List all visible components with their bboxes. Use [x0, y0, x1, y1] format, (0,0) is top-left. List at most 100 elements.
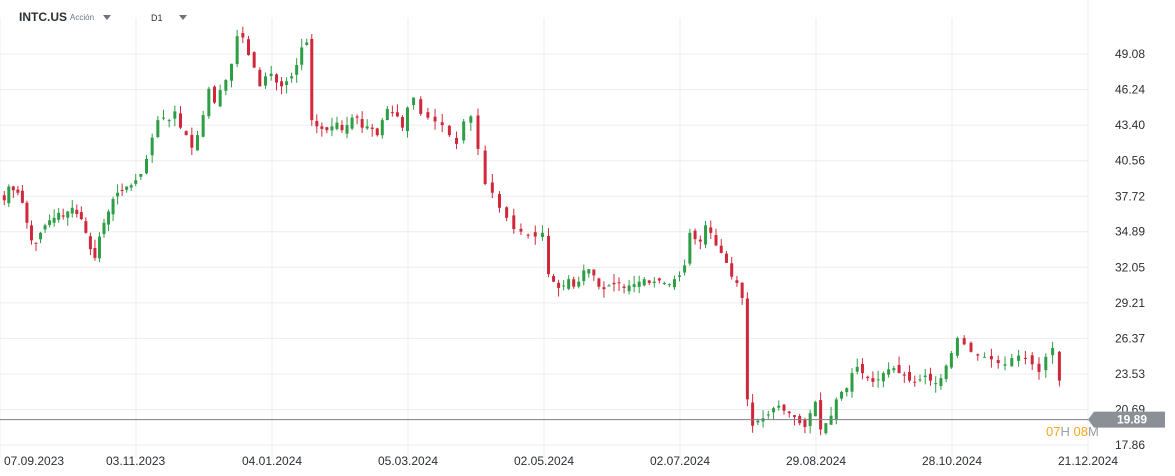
- candle-body: [704, 225, 708, 245]
- candle-body: [962, 338, 966, 345]
- candle-body: [305, 42, 309, 46]
- candle-body: [949, 353, 953, 368]
- candle-body: [120, 190, 124, 192]
- candle-body: [497, 194, 501, 208]
- instrument-type-label: Acción: [70, 13, 95, 22]
- candle-body: [125, 186, 129, 190]
- candle-body: [777, 405, 781, 408]
- candle-body: [285, 81, 289, 85]
- chart-header: INTC.US Acción D1: [0, 0, 1175, 30]
- candle-body: [719, 245, 723, 253]
- last-price-badge: [1088, 411, 1165, 428]
- symbol-label[interactable]: INTC.US: [19, 10, 67, 24]
- candle-body: [845, 388, 849, 393]
- candle-body: [1044, 356, 1048, 371]
- candle-body: [850, 373, 854, 392]
- candle-body: [557, 282, 561, 288]
- x-tick-label: 07.09.2023: [4, 454, 64, 468]
- candle-body: [241, 32, 245, 38]
- candle-body: [57, 212, 61, 220]
- candle-body: [657, 278, 661, 281]
- candle-body: [235, 36, 239, 65]
- candle-body: [61, 215, 65, 217]
- candle-body: [295, 65, 299, 75]
- candle-body: [224, 80, 228, 91]
- candle-body: [637, 281, 641, 287]
- candle-body: [7, 186, 11, 204]
- candle-body: [330, 126, 334, 131]
- candle-body: [390, 112, 394, 114]
- x-tick-label: 05.03.2024: [378, 454, 438, 468]
- candle-body: [782, 404, 786, 411]
- candle-body: [587, 269, 591, 274]
- candle-body: [162, 117, 165, 119]
- candle-body: [918, 379, 922, 381]
- candle-body: [667, 284, 671, 286]
- candle-body: [426, 112, 430, 118]
- candle-body: [264, 76, 267, 86]
- candle-body: [913, 381, 917, 383]
- candle-body: [672, 279, 676, 288]
- y-tick-label: 46.24: [1115, 83, 1145, 97]
- candle-body: [562, 285, 566, 287]
- candle-body: [412, 97, 416, 105]
- candle-body: [79, 212, 83, 220]
- chevron-down-icon[interactable]: [179, 15, 187, 20]
- candle-body: [526, 234, 530, 236]
- candle-body: [934, 383, 938, 385]
- candle-body: [860, 363, 864, 374]
- candle-body: [881, 373, 885, 382]
- y-tick-label: 37.72: [1115, 189, 1145, 203]
- candle-body: [592, 269, 596, 276]
- candle-body: [315, 120, 319, 127]
- candle-body: [607, 285, 611, 287]
- candle-body: [380, 120, 384, 136]
- last-price-label: 19.89: [1117, 413, 1147, 427]
- candle-body: [340, 124, 344, 131]
- candle-body: [642, 279, 646, 286]
- y-tick-label: 49.08: [1115, 47, 1145, 61]
- candle-body: [207, 88, 211, 117]
- candle-body: [385, 108, 389, 121]
- chevron-down-icon[interactable]: [103, 15, 111, 20]
- x-tick-label: 02.07.2024: [650, 454, 710, 468]
- candle-body: [365, 126, 369, 129]
- candle-body: [819, 400, 823, 430]
- candle-body: [632, 284, 636, 287]
- candle-body: [433, 116, 437, 122]
- candle-body: [490, 182, 494, 193]
- candle-body: [787, 411, 791, 414]
- candles: [2, 26, 1061, 436]
- countdown-hours-unit: H: [1060, 424, 1070, 439]
- candle-body: [1037, 363, 1041, 372]
- candle-body: [66, 211, 70, 218]
- candle-body: [370, 127, 374, 129]
- candle-body: [597, 278, 601, 287]
- candle-body: [714, 235, 718, 246]
- candle-body: [505, 207, 509, 218]
- candle-body: [190, 134, 194, 148]
- candle-body: [627, 285, 631, 292]
- candle-body: [97, 236, 101, 259]
- candle-body: [335, 122, 339, 129]
- candle-body: [230, 63, 233, 81]
- candle-body: [43, 225, 47, 230]
- candle-body: [582, 270, 586, 282]
- candle-body: [902, 374, 906, 376]
- timeframe-label[interactable]: D1: [151, 13, 163, 23]
- candle-body: [834, 399, 838, 420]
- candle-body: [824, 423, 828, 434]
- x-tick-label: 28.10.2024: [922, 454, 982, 468]
- candle-body: [996, 360, 1000, 364]
- candle-body: [350, 117, 354, 129]
- candle-body: [772, 408, 776, 413]
- candle-body: [173, 111, 177, 119]
- candle-body: [989, 356, 993, 360]
- x-tick-label: 03.11.2023: [106, 454, 165, 468]
- candle-body: [887, 369, 891, 375]
- candle-body: [662, 282, 666, 284]
- y-tick-label: 26.37: [1115, 331, 1145, 345]
- candle-body: [252, 52, 256, 68]
- candle-body: [803, 419, 807, 427]
